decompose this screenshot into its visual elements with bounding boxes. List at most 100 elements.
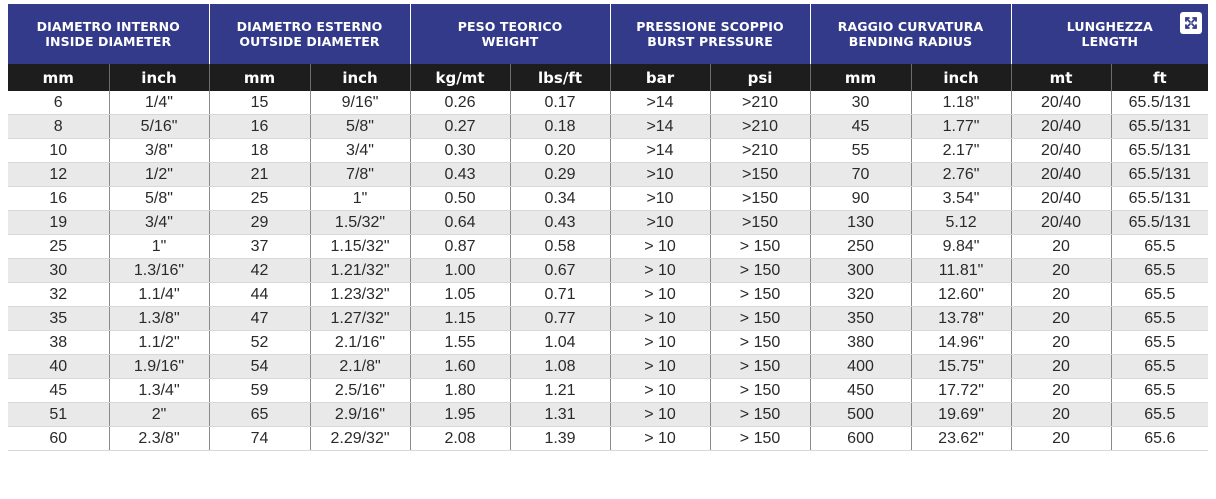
table-cell: 30 [8, 258, 109, 283]
table-cell: 42 [208, 258, 310, 283]
table-cell: 20 [1010, 258, 1112, 283]
table-cell: 21 [208, 162, 310, 187]
table-cell: 65.5 [1110, 330, 1209, 355]
table-cell: 20 [1010, 234, 1112, 259]
group-header-row: DIAMETRO INTERNO INSIDE DIAMETER DIAMETR… [8, 4, 1209, 64]
table-cell: 65.5 [1110, 258, 1209, 283]
table-cell: 20 [1010, 378, 1112, 403]
table-cell: 25 [208, 186, 310, 211]
table-row: 32 1.1/4" 44 1.23/32" 1.05 0.71 > 10 > 150 320 12… [8, 282, 1209, 307]
table-cell: 1.3/16" [108, 258, 209, 283]
table-cell: 65.5/131 [1110, 210, 1209, 235]
table-cell: 1.18" [910, 91, 1012, 115]
table-cell: 1.23/32" [309, 282, 411, 307]
table-cell: 1.95 [409, 402, 511, 427]
table-cell: 3/4" [309, 138, 411, 163]
table-cell: 1.60 [409, 354, 511, 379]
table-cell: 65.5/131 [1110, 186, 1209, 211]
table-cell: >150 [709, 186, 811, 211]
table-cell: 1.3/4" [108, 378, 209, 403]
table-cell: 54 [208, 354, 310, 379]
table-cell: > 10 [609, 330, 711, 355]
table-cell: > 150 [709, 258, 811, 283]
table-cell: 8 [8, 114, 109, 139]
table-cell: 0.71 [509, 282, 611, 307]
table-cell: 400 [809, 354, 912, 379]
table-row: 60 2.3/8" 74 2.29/32" 2.08 1.39 > 10 > 150 600 23… [8, 426, 1209, 451]
group-header-weight: PESO TEORICO WEIGHT [409, 4, 611, 64]
expand-icon[interactable] [1180, 12, 1203, 34]
table-cell: > 150 [709, 354, 811, 379]
table-cell: 130 [809, 210, 912, 235]
unit-header: inch [309, 64, 411, 91]
table-cell: 1.1/2" [108, 330, 209, 355]
table-cell: 0.26 [409, 91, 511, 115]
table-cell: 380 [809, 330, 912, 355]
table-cell: > 10 [609, 426, 711, 451]
table-cell: 18 [208, 138, 310, 163]
table-cell: 1.21/32" [309, 258, 411, 283]
table-cell: 2.29/32" [309, 426, 411, 451]
table-cell: 32 [8, 282, 109, 307]
table-row: 19 3/4" 29 1.5/32" 0.64 0.43 >10 >150 130 5.12 20/… [8, 210, 1209, 235]
table-cell: 2.76" [910, 162, 1012, 187]
table-cell: 1.1/4" [108, 282, 209, 307]
table-cell: 40 [8, 354, 109, 379]
unit-header: mm [208, 64, 310, 91]
table-cell: 23.62" [910, 426, 1012, 451]
group-title-it: PESO TEORICO [457, 19, 563, 34]
table-cell: 20/40 [1010, 114, 1112, 139]
table-cell: 0.27 [409, 114, 511, 139]
table-cell: 1.04 [509, 330, 611, 355]
table-cell: 60 [8, 426, 109, 451]
table-cell: 74 [208, 426, 310, 451]
table-cell: 7/8" [309, 162, 411, 187]
table-cell: >150 [709, 162, 811, 187]
table-cell: > 10 [609, 378, 711, 403]
table-cell: 1" [108, 234, 209, 259]
table-cell: 2.3/8" [108, 426, 209, 451]
table-cell: >10 [609, 162, 711, 187]
table-cell: 0.43 [509, 210, 611, 235]
table-cell: 65.5 [1110, 234, 1209, 259]
group-title-en: INSIDE DIAMETER [45, 34, 172, 49]
table-cell: 65.5 [1110, 354, 1209, 379]
table-cell: 65.6 [1110, 426, 1209, 451]
table-cell: 65 [208, 402, 310, 427]
table-cell: 20/40 [1010, 138, 1112, 163]
table-cell: 65.5 [1110, 282, 1209, 307]
table-cell: 44 [208, 282, 310, 307]
table-cell: > 150 [709, 426, 811, 451]
table-cell: 65.5 [1110, 378, 1209, 403]
table-row: 35 1.3/8" 47 1.27/32" 1.15 0.77 > 10 > 150 350 13… [8, 306, 1209, 331]
table-cell: 1.39 [509, 426, 611, 451]
table-cell: 45 [809, 114, 912, 139]
table-cell: 1.80 [409, 378, 511, 403]
table-cell: 5.12 [910, 210, 1012, 235]
table-cell: 450 [809, 378, 912, 403]
table-cell: 1/4" [108, 91, 209, 115]
table-cell: 500 [809, 402, 912, 427]
group-title-it: DIAMETRO INTERNO [36, 19, 180, 34]
table-cell: 0.20 [509, 138, 611, 163]
table-cell: 0.50 [409, 186, 511, 211]
group-header-burst-pressure: PRESSIONE SCOPPIO BURST PRESSURE [609, 4, 811, 64]
table-cell: > 10 [609, 306, 711, 331]
table-cell: 38 [8, 330, 109, 355]
unit-header: bar [609, 64, 711, 91]
table-cell: > 10 [609, 282, 711, 307]
table-cell: >10 [609, 186, 711, 211]
table-cell: 2.5/16" [309, 378, 411, 403]
group-title-it: DIAMETRO ESTERNO [236, 19, 383, 34]
table-cell: > 150 [709, 330, 811, 355]
table-cell: > 150 [709, 234, 811, 259]
table-row: 38 1.1/2" 52 2.1/16" 1.55 1.04 > 10 > 150 380 14.… [8, 330, 1209, 355]
table-row: 30 1.3/16" 42 1.21/32" 1.00 0.67 > 10 > 150 300 1… [8, 258, 1209, 283]
table-row: 10 3/8" 18 3/4" 0.30 0.20 >14 >210 55 2.17" 20/40 6… [8, 138, 1209, 163]
table-row: 40 1.9/16" 54 2.1/8" 1.60 1.08 > 10 > 150 400 15.… [8, 354, 1209, 379]
table-cell: 2.17" [910, 138, 1012, 163]
group-title-it: RAGGIO CURVATURA [837, 19, 984, 34]
table-cell: 3/4" [108, 210, 209, 235]
unit-header: psi [709, 64, 811, 91]
table-cell: > 150 [709, 378, 811, 403]
